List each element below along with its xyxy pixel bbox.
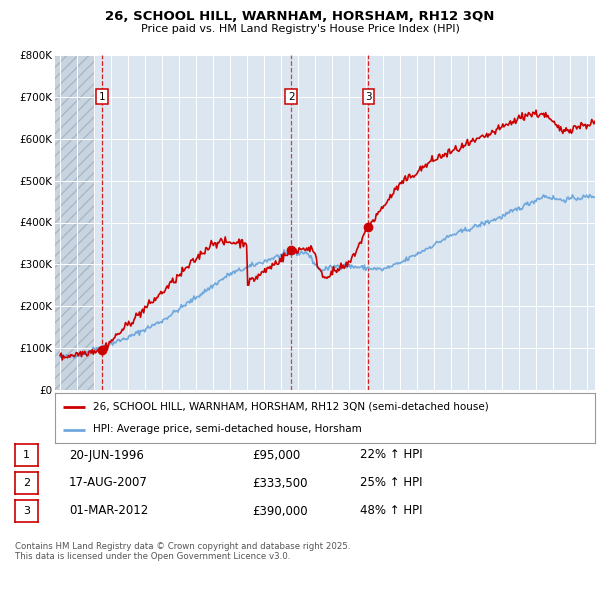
Text: 1: 1 — [98, 92, 105, 102]
Text: 3: 3 — [23, 506, 30, 516]
Text: 26, SCHOOL HILL, WARNHAM, HORSHAM, RH12 3QN (semi-detached house): 26, SCHOOL HILL, WARNHAM, HORSHAM, RH12 … — [93, 402, 488, 411]
Text: HPI: Average price, semi-detached house, Horsham: HPI: Average price, semi-detached house,… — [93, 424, 362, 434]
Text: 3: 3 — [365, 92, 372, 102]
Text: 01-MAR-2012: 01-MAR-2012 — [69, 504, 148, 517]
Text: 2: 2 — [23, 478, 30, 488]
Text: Contains HM Land Registry data © Crown copyright and database right 2025.
This d: Contains HM Land Registry data © Crown c… — [15, 542, 350, 562]
Text: 22% ↑ HPI: 22% ↑ HPI — [360, 448, 422, 461]
Text: £333,500: £333,500 — [252, 477, 308, 490]
Text: £95,000: £95,000 — [252, 448, 300, 461]
Text: £390,000: £390,000 — [252, 504, 308, 517]
Text: 17-AUG-2007: 17-AUG-2007 — [69, 477, 148, 490]
Text: 1: 1 — [23, 450, 30, 460]
Text: 25% ↑ HPI: 25% ↑ HPI — [360, 477, 422, 490]
Text: Price paid vs. HM Land Registry's House Price Index (HPI): Price paid vs. HM Land Registry's House … — [140, 24, 460, 34]
Bar — [55, 55, 94, 390]
Text: 20-JUN-1996: 20-JUN-1996 — [69, 448, 144, 461]
Text: 26, SCHOOL HILL, WARNHAM, HORSHAM, RH12 3QN: 26, SCHOOL HILL, WARNHAM, HORSHAM, RH12 … — [106, 10, 494, 23]
Text: 2: 2 — [288, 92, 295, 102]
Text: 48% ↑ HPI: 48% ↑ HPI — [360, 504, 422, 517]
Bar — [55, 55, 94, 390]
